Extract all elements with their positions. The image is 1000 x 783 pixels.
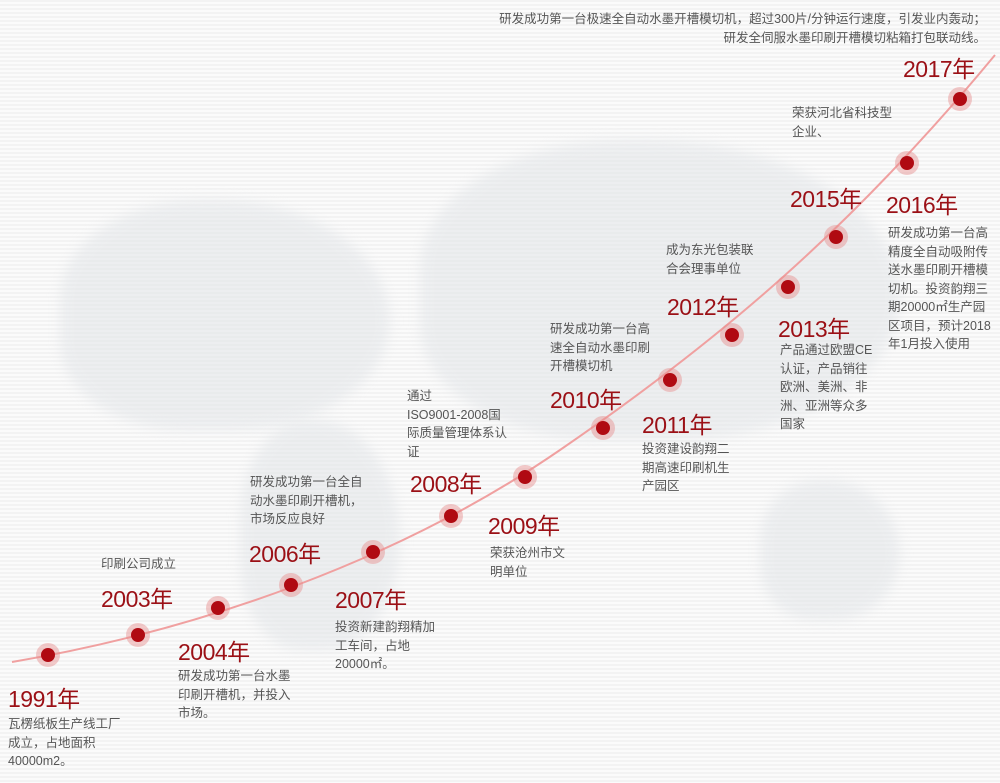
event-year: 2006年 [249, 541, 321, 567]
event-year: 2012年 [667, 294, 739, 320]
timeline-dot [824, 225, 848, 249]
description-line: 印刷公司成立 [101, 557, 177, 571]
description-line: 产园区 [642, 479, 680, 493]
description-line: 洲、亚洲等众多 [780, 398, 868, 413]
description-line: 年1月投入使用 [888, 337, 970, 351]
event-description: 产品通过欧盟CE 认证，产品销往 欧洲、美洲、非 洲、亚洲等众多 国家 [780, 341, 872, 434]
timeline-dot [206, 596, 230, 620]
description-line: 证 [407, 444, 420, 459]
description-line: 瓦楞纸板生产线工厂 [8, 717, 121, 731]
event-year: 2015年 [790, 186, 862, 212]
event-year: 2009年 [488, 513, 560, 539]
event-description: 荣获河北省科技型 企业、 [792, 104, 892, 141]
timeline-dot [720, 323, 744, 347]
description-line: 通过 [407, 389, 433, 403]
timeline-dot [513, 465, 537, 489]
event-description: 成为东光包装联 合会理事单位 [666, 241, 754, 278]
event-description: 研发成功第一台高 精度全自动吸附传 送水墨印刷开槽模 切机。投资韵翔三 期20000㎡生… [888, 224, 991, 354]
event-year: 2013年 [778, 316, 850, 342]
description-line: 期20000㎡生产园 [888, 300, 986, 314]
event-year: 2003年 [101, 586, 173, 612]
description-line: 印刷开槽机，并投入 [178, 687, 291, 702]
event-description: 荣获沧州市文 明单位 [490, 544, 565, 581]
description-line: 研发成功第一台全自 [250, 475, 363, 489]
world-map-background [60, 200, 390, 430]
description-line: 明单位 [490, 564, 528, 579]
description-line: 期高速印刷机生 [642, 460, 730, 475]
event-year: 1991年 [8, 686, 80, 712]
description-line: 精度全自动吸附传 [888, 244, 989, 259]
event-year: 2011年 [642, 412, 712, 438]
description-line: 国家 [780, 417, 806, 431]
event-year: 2010年 [550, 387, 622, 413]
timeline-dot [895, 151, 919, 175]
description-line: 研发成功第一台极速全自动水墨开槽模切机，超过300片/分钟运行速度，引发业内轰动… [499, 12, 986, 26]
timeline-dot [776, 275, 800, 299]
description-line: 产品通过欧盟CE [780, 343, 873, 357]
event-description: 研发成功第一台极速全自动水墨开槽模切机，超过300片/分钟运行速度，引发业内轰动… [499, 10, 986, 47]
event-description: 研发成功第一台水墨 印刷开槽机，并投入 市场。 [178, 667, 291, 723]
description-line: 研发全伺服水墨印刷开槽模切粘箱打包联动线。 [723, 30, 986, 45]
event-year: 2007年 [335, 587, 407, 613]
world-map-background [420, 140, 900, 440]
description-line: 欧洲、美洲、非 [780, 380, 868, 394]
timeline-dot [126, 623, 150, 647]
timeline-dot [591, 416, 615, 440]
description-line: 合会理事单位 [666, 261, 742, 276]
description-line: 投资建设韵翔二 [642, 442, 730, 456]
description-line: ISO9001-2008国 [407, 407, 501, 422]
timeline-dot [658, 368, 682, 392]
description-line: 成为东光包装联 [666, 243, 754, 257]
description-line: 研发成功第一台高 [888, 226, 989, 240]
description-line: 送水墨印刷开槽模 [888, 263, 989, 277]
event-description: 瓦楞纸板生产线工厂 成立，占地面积 40000m2。 [8, 715, 121, 771]
description-line: 切机。投资韵翔三 [888, 281, 989, 296]
description-line: 认证，产品销往 [780, 361, 868, 376]
timeline-dot [948, 87, 972, 111]
description-line: 市场反应良好 [250, 512, 326, 526]
event-year: 2008年 [410, 471, 482, 497]
event-year: 2017年 [903, 56, 975, 82]
description-line: 投资新建韵翔精加 [335, 620, 436, 634]
timeline-dot [36, 643, 60, 667]
timeline-dot [361, 540, 385, 564]
event-description: 投资建设韵翔二 期高速印刷机生 产园区 [642, 440, 730, 496]
event-description: 研发成功第一台全自 动水墨印刷开槽机， 市场反应良好 [250, 473, 363, 529]
description-line: 工车间，占地 [335, 638, 411, 653]
description-line: 研发成功第一台高 [550, 322, 651, 336]
event-description: 研发成功第一台高 速全自动水墨印刷 开槽模切机 [550, 320, 650, 376]
description-line: 际质量管理体系认 [407, 426, 508, 440]
description-line: 区项目，预计2018 [888, 318, 991, 333]
description-line: 荣获河北省科技型 [792, 106, 893, 120]
description-line: 动水墨印刷开槽机， [250, 493, 363, 508]
description-line: 20000㎡。 [335, 657, 395, 671]
event-year: 2016年 [886, 192, 958, 218]
event-description: 印刷公司成立 [101, 555, 176, 574]
timeline-dot [439, 504, 463, 528]
description-line: 企业、 [792, 124, 830, 139]
description-line: 市场。 [178, 706, 216, 720]
description-line: 研发成功第一台水墨 [178, 669, 291, 683]
event-year: 2004年 [178, 639, 250, 665]
event-description: 通过 ISO9001-2008国 际质量管理体系认证 [407, 387, 507, 461]
event-description: 投资新建韵翔精加 工车间，占地 20000㎡。 [335, 618, 435, 674]
timeline-dot [279, 573, 303, 597]
description-line: 开槽模切机 [550, 359, 613, 373]
world-map-background [240, 420, 400, 650]
description-line: 荣获沧州市文 [490, 546, 566, 560]
description-line: 40000m2。 [8, 754, 73, 768]
world-map-background [760, 480, 900, 620]
description-line: 速全自动水墨印刷 [550, 340, 651, 355]
description-line: 成立，占地面积 [8, 735, 96, 750]
